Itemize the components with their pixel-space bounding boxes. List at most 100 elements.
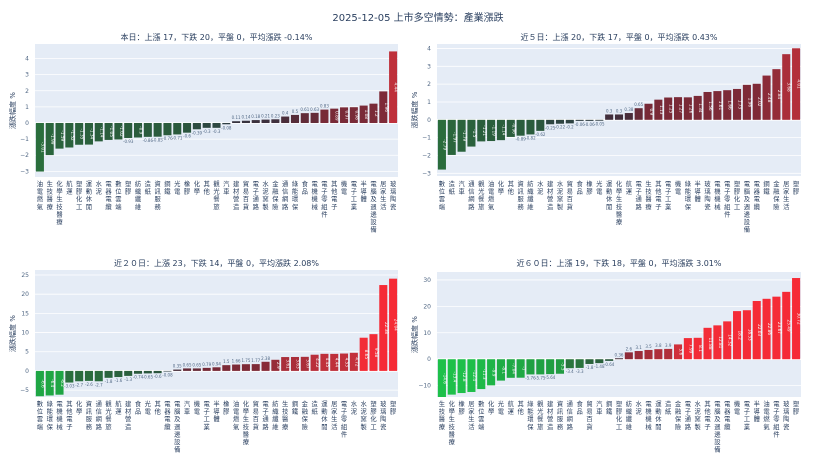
bar-value-label: -5.75 <box>535 375 546 380</box>
chart-title: 本日：上漲 17，下跌 20，平盤 0，平均漲跌 -0.14% <box>121 32 313 42</box>
bar <box>222 365 231 371</box>
bar <box>153 370 162 374</box>
y-tick-label: 25 <box>21 272 29 279</box>
bar-value-label: -1.14 <box>99 127 104 138</box>
bar <box>772 69 781 120</box>
category-label: 機電 <box>734 399 741 416</box>
bar <box>467 359 476 392</box>
chart-panel: 本日：上漲 17，下跌 20，平盤 0，平均漲跌 -0.14% −3 −2 −1 0 1 2… <box>8 32 398 234</box>
category-label: 玻璃陶瓷 <box>704 179 711 211</box>
chart-title: 近２０日：上漲 23，下跌 14，平盤 0，平均漲跌 2.08% <box>114 258 319 268</box>
bar <box>703 327 712 360</box>
category-label: 油電燃氣 <box>37 179 44 211</box>
category-label: 航運 <box>66 179 73 196</box>
bar <box>104 122 113 140</box>
chart-title: 近５日：上漲 20，下跌 17，平盤 0，平均漲跌 0.43% <box>520 32 717 42</box>
bar-value-label: -0.08 <box>221 125 232 130</box>
category-label: 觀光餐旅 <box>478 179 485 211</box>
bar-value-label: 1.96 <box>384 103 389 113</box>
bar <box>241 364 250 371</box>
category-label: 數位雲端 <box>478 399 485 431</box>
category-label: 水泥窯製 <box>695 399 702 431</box>
category-label: 水泥 <box>636 399 643 416</box>
bar <box>340 107 349 123</box>
bar <box>654 99 663 120</box>
bar-value-label: -0.76 <box>162 136 173 141</box>
bar <box>624 113 633 120</box>
bar-value-label: 3.68 <box>787 82 792 92</box>
bar <box>359 337 368 371</box>
bar-value-label: -0.96 <box>511 123 516 134</box>
bar-value-label: -6.4 <box>50 379 55 388</box>
category-label: 數位雲端 <box>115 179 122 211</box>
category-label: 汽車 <box>184 399 191 416</box>
bar-value-label: 4.53 <box>345 358 350 368</box>
category-label: 電機機械 <box>645 400 652 431</box>
bar <box>742 310 751 360</box>
y-tick-label: 0 <box>427 356 431 363</box>
bar <box>300 113 309 123</box>
bar-value-label: -0.6 <box>154 374 162 379</box>
bar <box>75 122 84 145</box>
bar <box>723 90 732 120</box>
category-label: 光電 <box>174 179 181 196</box>
bar <box>723 321 732 360</box>
category-label: 鋼鐵 <box>606 399 613 416</box>
bar <box>644 349 653 360</box>
bar-value-label: 0.65 <box>634 102 643 107</box>
bar-value-label: -0.6 <box>183 134 191 139</box>
bar-value-label: -2.6 <box>85 382 93 387</box>
bar <box>772 296 781 360</box>
category-label: 油電燃氣 <box>488 179 495 211</box>
category-label: 其他 <box>154 400 161 416</box>
bar-value-label: 3.67 <box>305 359 310 369</box>
bar <box>654 349 663 360</box>
category-label: 塑膠 <box>793 399 800 416</box>
bar-value-label: 22.03 <box>757 324 762 336</box>
y-axis-title: 漲跌幅度 % <box>410 91 419 128</box>
bar <box>114 370 123 378</box>
bar <box>693 337 702 360</box>
category-label: 電機機械 <box>56 400 63 431</box>
category-label: 資訊服務 <box>517 179 524 211</box>
bar-value-label: 18.53 <box>747 329 752 341</box>
bar <box>624 352 633 360</box>
bar <box>733 311 742 360</box>
category-label: 水泥 <box>351 399 358 416</box>
bar-value-label: 8.65 <box>364 350 369 360</box>
bar-value-label: 4.22 <box>315 358 320 368</box>
bar <box>133 122 143 138</box>
bar <box>153 122 162 137</box>
bar-value-label: -0.71 <box>172 135 183 140</box>
bar-value-label: 0.36 <box>615 352 624 357</box>
bar <box>614 358 624 360</box>
category-label: 化學生技醫療 <box>449 399 456 446</box>
category-label: 觀光餐旅 <box>537 399 544 431</box>
category-label: 油電燃氣 <box>233 399 240 431</box>
bar <box>114 122 123 140</box>
bar-value-label: -2.79 <box>442 139 447 150</box>
bar <box>683 338 692 360</box>
category-label: 電器電纜 <box>164 400 171 431</box>
bar <box>232 121 241 123</box>
bar-value-label: -0.82 <box>525 135 536 140</box>
chart-title: 近６０日：上漲 19，下跌 18，平盤 0，平均漲跌 3.01% <box>516 258 721 268</box>
y-tick-label: 10 <box>21 330 29 337</box>
y-tick-label: 0 <box>25 368 29 375</box>
bar <box>271 359 280 371</box>
bar <box>65 122 74 148</box>
bar-value-label: 0.94 <box>212 361 221 366</box>
bar-value-label: 4.45 <box>325 358 330 368</box>
category-label: 航運 <box>115 399 122 416</box>
bar-value-label: -2.7 <box>75 382 83 387</box>
bar <box>290 356 300 371</box>
y-tick-label: −1 <box>422 135 431 142</box>
bar-value-label: -0.74 <box>133 375 144 380</box>
category-label: 半導體 <box>213 399 220 423</box>
category-label: 電子工業 <box>351 180 358 211</box>
bar <box>104 370 113 378</box>
chart-panel: 近６０日：上漲 19，下跌 18，平盤 0，平均漲跌 3.01% −10 0 10 20… <box>410 258 801 454</box>
category-label: 塑膠 <box>793 179 800 196</box>
category-label: 橡膠 <box>586 179 593 196</box>
category-label: 運動休閒 <box>606 179 613 211</box>
